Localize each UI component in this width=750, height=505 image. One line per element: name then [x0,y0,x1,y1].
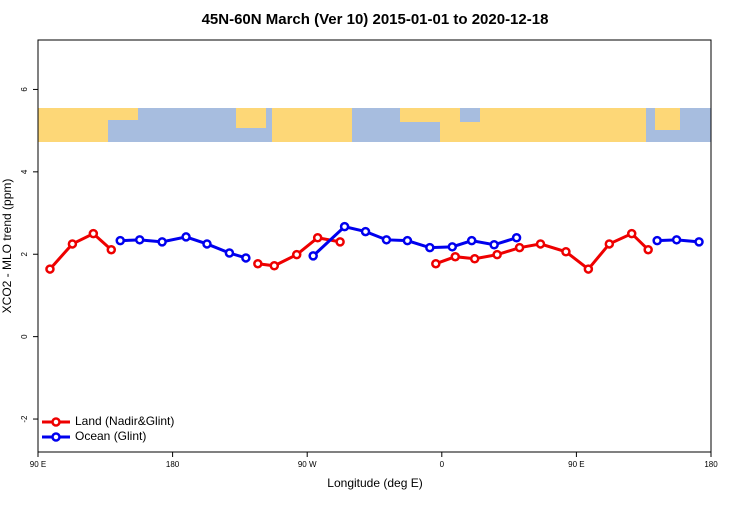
point [514,242,525,253]
point [694,237,704,247]
map-land [655,108,680,130]
legend-label: Land (Nadir&Glint) [75,414,174,428]
point [583,264,594,274]
map-land [38,108,108,142]
x-tick-label: 180 [704,460,718,469]
y-tick-label: 2 [20,251,29,256]
x-tick-label: 0 [440,460,445,469]
point [604,239,615,249]
point [291,249,302,260]
point [253,258,263,269]
point [381,235,392,245]
point [339,221,350,232]
legend-marker [51,417,61,427]
point [335,237,345,247]
point [88,228,99,239]
point [489,240,499,250]
point [425,242,435,253]
x-axis-label: Longitude (deg E) [327,476,422,490]
y-tick-label: 0 [20,334,29,339]
point [447,242,458,252]
legend-label: Ocean (Glint) [75,429,146,443]
point [469,254,480,264]
chart-title: 45N-60N March (Ver 10) 2015-01-01 to 202… [202,11,549,28]
point [269,261,280,271]
x-tick-label: 90 E [568,460,584,469]
point [450,251,461,262]
plot-frame [37,39,712,453]
point [360,226,371,237]
point [67,239,78,249]
point [643,244,653,255]
point [45,264,55,274]
point [511,233,522,243]
y-tick-label: 6 [20,87,29,92]
y-axis-label: XCO2 - MLO trend (ppm) [0,179,14,314]
map-land [440,122,480,142]
legend-marker [51,432,61,442]
point [157,237,167,247]
point [431,258,441,269]
point [241,253,251,263]
y-tick-label: -2 [20,415,29,423]
map-band [38,108,711,142]
point [308,251,318,261]
point [402,235,413,246]
y-tick-label: 4 [20,169,29,174]
x-tick-label: 180 [166,460,180,469]
map-land [272,108,352,142]
point [466,235,477,246]
point [115,235,126,246]
point [652,235,662,246]
map-land [480,108,646,142]
x-tick-label: 90 E [30,460,46,469]
map-land [400,108,460,122]
map-land [236,108,266,128]
point [561,247,571,257]
point [492,249,502,260]
point [671,235,682,245]
x-tick-label: 90 W [298,460,317,469]
point [134,235,145,245]
point [626,228,637,239]
point [312,233,323,243]
map-land [108,108,138,120]
point [106,244,117,255]
point [202,239,212,249]
point [224,248,235,258]
point [535,239,546,249]
point [181,232,191,242]
